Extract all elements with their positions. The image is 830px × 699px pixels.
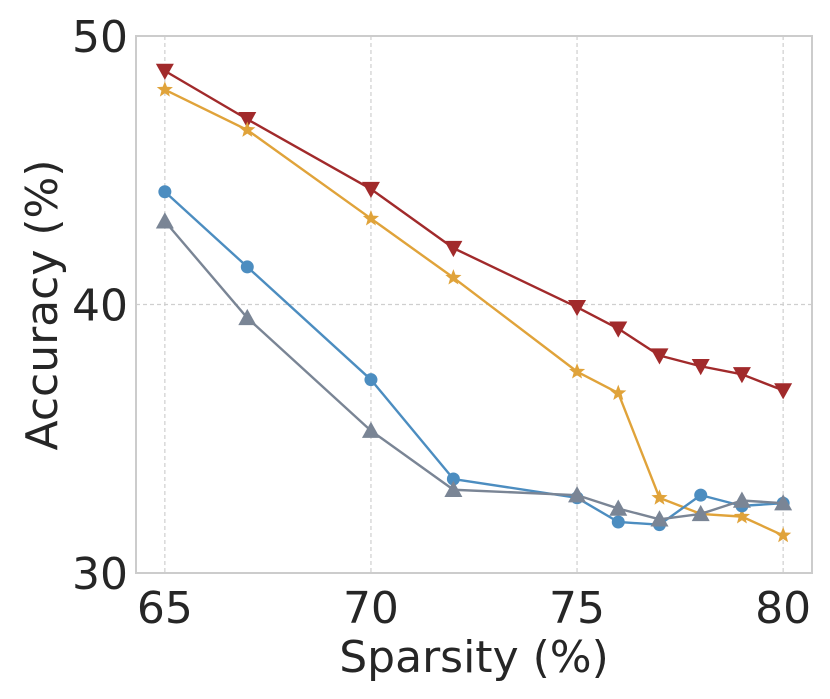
y-tick-label-50: 50 <box>72 12 128 63</box>
series-gray-triangle-up-point-75 <box>568 486 587 503</box>
series-gray-triangle-up-point-77 <box>650 510 669 527</box>
series-orange-star-point-67 <box>239 121 256 137</box>
series-blue-circle-point-76 <box>611 515 625 529</box>
series-red-triangle-down-point-65 <box>155 63 174 80</box>
series-orange-star-point-65 <box>156 81 173 97</box>
series-red-triangle-down-line <box>164 69 784 392</box>
series-orange-star <box>156 81 792 543</box>
series-red-triangle-down-point-76 <box>609 321 628 338</box>
series-orange-star-point-76 <box>610 384 627 400</box>
y-axis-label: Accuracy (%) <box>17 159 68 450</box>
x-axis-label: Sparsity (%) <box>339 632 608 683</box>
x-tick-label-80: 80 <box>755 583 811 634</box>
series-red-triangle-down <box>155 63 793 400</box>
series-orange-star-point-79 <box>733 508 751 524</box>
series-orange-star-point-70 <box>362 210 380 226</box>
series-blue-circle-point-67 <box>240 260 254 274</box>
series-gray-triangle-up-point-80 <box>774 494 793 511</box>
x-tick-label-65: 65 <box>137 583 193 634</box>
y-tick-label-40: 40 <box>72 281 128 332</box>
series-gray-triangle-up-point-65 <box>155 212 174 229</box>
series-gray-triangle-up-point-76 <box>609 499 628 516</box>
series-orange-star-point-72 <box>445 269 462 285</box>
plot-frame <box>135 35 813 574</box>
series-red-triangle-down-point-70 <box>361 181 380 199</box>
series-layer <box>155 63 793 543</box>
series-gray-triangle-up-line <box>163 220 784 521</box>
series-orange-star-point-80 <box>775 526 792 543</box>
tick-labels: 65 70 75 80 30 40 50 <box>72 12 811 634</box>
series-orange-star-point-75 <box>568 363 586 379</box>
x-tick-label-75: 75 <box>549 583 605 634</box>
series-gray-triangle-up-point-78 <box>691 504 710 522</box>
series-orange-star-point-77 <box>651 489 668 505</box>
series-red-triangle-down-point-67 <box>238 112 257 129</box>
series-red-triangle-down-point-77 <box>650 348 669 365</box>
series-red-triangle-down-point-80 <box>774 383 793 400</box>
series-red-triangle-down-point-72 <box>444 240 463 258</box>
series-orange-star-line <box>164 88 784 537</box>
series-red-triangle-down-point-79 <box>732 367 751 384</box>
series-blue-circle-point-72 <box>446 472 460 486</box>
series-gray-triangle-up-point-79 <box>732 491 751 508</box>
series-blue-circle-point-65 <box>158 185 172 199</box>
series-gray-triangle-up-point-72 <box>444 480 463 497</box>
series-red-triangle-down-point-78 <box>691 359 710 376</box>
series-blue-circle-line <box>164 190 784 526</box>
series-gray-triangle-up-point-67 <box>238 308 257 326</box>
y-tick-label-30: 30 <box>72 549 128 600</box>
x-tick-label-70: 70 <box>343 583 399 634</box>
series-gray-triangle-up <box>155 212 793 527</box>
series-red-triangle-down-point-75 <box>568 299 587 317</box>
series-gray-triangle-up-point-70 <box>361 421 380 438</box>
series-blue-circle-point-78 <box>694 488 708 502</box>
series-blue-circle-point-70 <box>364 373 378 387</box>
